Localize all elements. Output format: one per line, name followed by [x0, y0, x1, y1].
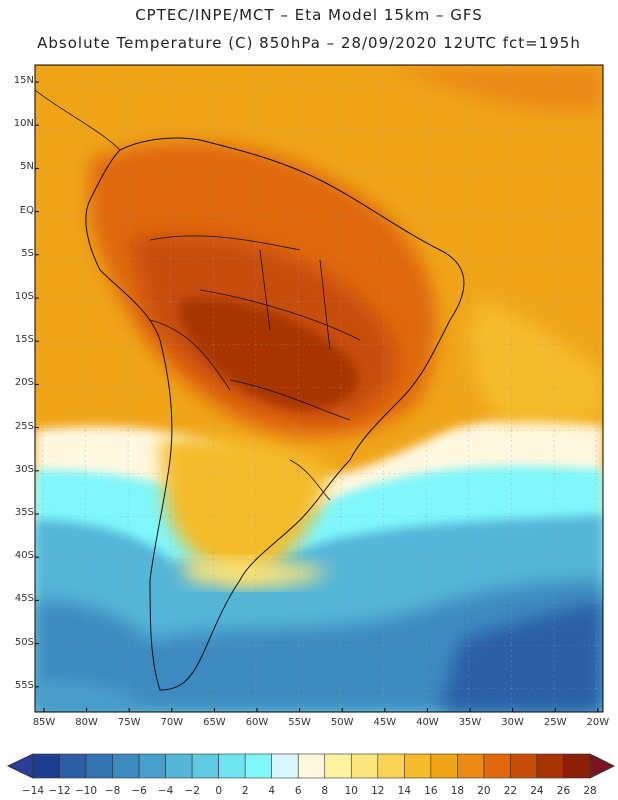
colorbar-swatch — [377, 753, 405, 779]
colorbar-swatch — [510, 753, 538, 779]
colorbar-swatch — [59, 753, 87, 779]
colorbar-swatch — [483, 753, 511, 779]
latitude-ticks — [35, 81, 39, 688]
colorbar-swatch — [138, 753, 166, 779]
colorbar-label: 2 — [241, 785, 249, 797]
colorbar-swatch — [85, 753, 113, 779]
colorbar-swatch — [297, 753, 326, 779]
lon-label: 35W — [458, 717, 482, 728]
lat-label: 5N — [20, 161, 34, 173]
colorbar-swatch — [430, 753, 458, 779]
lon-label: 40W — [416, 717, 439, 728]
colorbar-swatch — [218, 753, 246, 779]
colorbar-label: −6 — [131, 785, 147, 797]
lat-label: 40S — [14, 550, 34, 562]
colorbar-swatch — [563, 753, 591, 779]
colorbar-label: 26 — [556, 785, 571, 797]
chart-subtitle: Absolute Temperature (C) 850hPa – 28/09/… — [37, 34, 581, 52]
colorbar-swatch — [165, 753, 193, 779]
lat-label: EQ — [19, 204, 34, 216]
lat-label: 20S — [14, 377, 34, 389]
temperature-field — [35, 65, 603, 712]
longitude-ticks — [43, 708, 599, 712]
colorbar-label: 28 — [583, 785, 597, 797]
colorbar-label: −12 — [48, 785, 71, 797]
lat-label: 50S — [14, 636, 34, 648]
colorbar-label: 14 — [397, 785, 412, 797]
colorbar-label: 16 — [424, 785, 438, 797]
lon-label: 85W — [32, 717, 56, 728]
colorbar-label: 0 — [215, 785, 222, 797]
lat-label: 10N — [13, 118, 34, 130]
colorbar-label: 8 — [321, 785, 329, 797]
colorbar-swatch — [32, 753, 60, 779]
lon-label: 45W — [373, 717, 397, 728]
colorbar-label: −14 — [21, 785, 45, 797]
lat-label: 45S — [14, 593, 34, 605]
lon-label: 70W — [160, 717, 184, 728]
colorbar-swatch — [404, 753, 432, 779]
lon-label: 65W — [203, 717, 226, 728]
colorbar-label: 22 — [503, 785, 518, 797]
chart-title: CPTEC/INPE/MCT – Eta Model 15km – GFS — [135, 6, 483, 24]
colorbar-label: 20 — [477, 785, 491, 797]
colorbar — [6, 753, 616, 779]
lat-label: 30S — [14, 463, 34, 475]
colorbar-label: −4 — [157, 785, 174, 797]
colorbar-max-arrow — [589, 753, 616, 779]
lon-label: 20W — [586, 717, 610, 728]
lat-label: 55S — [14, 679, 34, 691]
colorbar-swatch — [244, 753, 273, 779]
colorbar-swatch — [536, 753, 564, 779]
lat-label: 15N — [13, 75, 34, 86]
lon-label: 60W — [245, 717, 269, 728]
colorbar-swatch — [457, 753, 485, 779]
colorbar-swatch — [191, 753, 219, 779]
colorbar-label: 6 — [294, 785, 302, 797]
lon-label: 50W — [330, 717, 354, 728]
colorbar-label: 12 — [371, 785, 385, 797]
colorbar-label: −10 — [74, 785, 98, 797]
lon-label: 30W — [501, 717, 524, 728]
south-america-outline — [85, 137, 465, 691]
lon-label: 80W — [75, 717, 98, 728]
lat-label: 15S — [14, 334, 34, 346]
lon-label: 25W — [543, 717, 567, 728]
colorbar-swatch — [324, 753, 352, 779]
colorbar-label: 18 — [450, 785, 465, 797]
lon-label: 75W — [117, 717, 141, 728]
colorbar-swatch — [271, 753, 299, 779]
colorbar-swatch — [112, 753, 140, 779]
colorbar-label: 10 — [344, 785, 358, 797]
lat-label: 5S — [21, 247, 34, 259]
lat-label: 35S — [14, 507, 34, 518]
colorbar-label: 24 — [530, 785, 544, 797]
lon-label: 55W — [288, 717, 311, 728]
colorbar-label: 4 — [268, 785, 276, 797]
colorbar-label: −2 — [184, 785, 200, 797]
colorbar-min-arrow — [6, 753, 34, 779]
colorbar-label: −8 — [104, 785, 121, 797]
lat-label: 10S — [14, 291, 34, 302]
lat-label: 25S — [14, 420, 34, 432]
colorbar-swatch — [350, 753, 379, 779]
